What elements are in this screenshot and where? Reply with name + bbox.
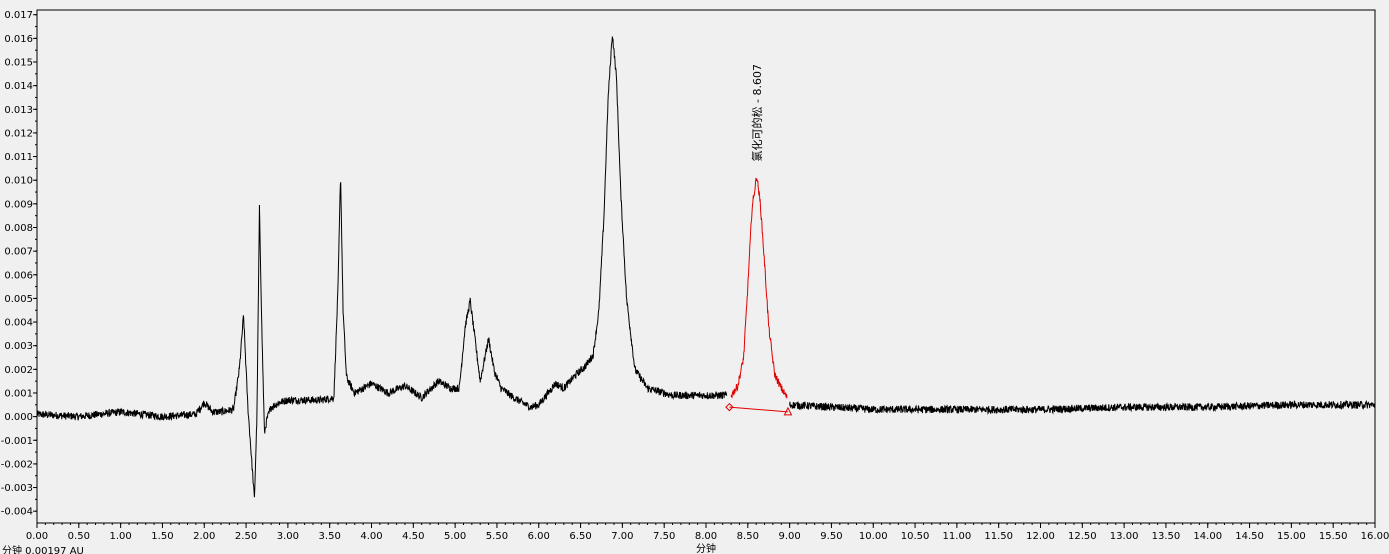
x-tick-label: 9.00 (778, 531, 800, 542)
x-tick-label: 15.00 (1277, 531, 1306, 542)
x-axis-title: 分钟 (696, 542, 716, 554)
y-tick-label: 0.008 (4, 223, 33, 234)
x-tick-label: 3.00 (277, 531, 299, 542)
x-tick-label: 14.00 (1193, 531, 1222, 542)
x-tick-label: 1.00 (109, 531, 131, 542)
x-tick-label: 0.00 (26, 531, 48, 542)
y-tick-label: 0.015 (4, 58, 33, 69)
x-tick-label: 5.50 (486, 531, 508, 542)
y-tick-label: -0.001 (1, 436, 33, 447)
y-tick-label: 0.003 (4, 341, 33, 352)
x-tick-label: 16.00 (1361, 531, 1389, 542)
y-tick-label: 0.004 (4, 318, 33, 329)
status-readout: 分钟 0.00197 AU (2, 544, 84, 554)
peak-label: 氯化可的松 - 8.607 (750, 64, 764, 161)
annotations: 氯化可的松 - 8.607 (725, 64, 793, 416)
y-tick-label: 0.001 (4, 388, 33, 399)
x-tick-label: 2.00 (193, 531, 215, 542)
x-tick-label: 13.50 (1152, 531, 1181, 542)
x-tick-label: 0.50 (68, 531, 90, 542)
x-tick-label: 10.00 (859, 531, 888, 542)
x-tick-label: 12.50 (1068, 531, 1097, 542)
x-tick-label: 4.00 (360, 531, 382, 542)
integration-baseline (729, 406, 788, 413)
x-tick-label: 14.50 (1235, 531, 1264, 542)
x-tick-label: 9.50 (820, 531, 842, 542)
y-tick-label: -0.004 (1, 507, 33, 518)
y-tick-label: 0.011 (4, 152, 33, 163)
y-axis: -0.004 -0.003 -0.002 -0.001 0.000 0.001 0.002 0… (1, 10, 37, 518)
x-tick-label: 6.50 (569, 531, 591, 542)
y-tick-label: 0.017 (4, 10, 33, 21)
x-tick-label: 11.00 (943, 531, 972, 542)
x-tick-label: 3.50 (319, 531, 341, 542)
y-tick-label: 0.016 (4, 34, 33, 45)
x-axis: 0.00 0.50 1.00 1.50 2.00 2.50 3.00 3.50 4.00 4.50… (26, 523, 1389, 542)
x-tick-label: 10.50 (901, 531, 930, 542)
x-tick-label: 15.50 (1319, 531, 1348, 542)
y-tick-label: 0.002 (4, 365, 33, 376)
traces (36, 36, 1376, 498)
y-tick-label: 0.014 (4, 81, 33, 92)
y-tick-label: 0.012 (4, 128, 33, 139)
peak-end-marker (783, 406, 793, 416)
x-tick-label: 8.50 (737, 531, 759, 542)
y-tick-label: -0.003 (1, 483, 33, 494)
plot-area (36, 9, 1376, 524)
y-tick-label: 0.010 (4, 176, 33, 187)
series-line-1 (730, 177, 788, 399)
x-tick-label: 13.00 (1110, 531, 1139, 542)
x-tick-label: 6.00 (528, 531, 550, 542)
x-tick-label: 12.00 (1026, 531, 1055, 542)
x-tick-label: 2.50 (235, 531, 257, 542)
y-tick-label: 0.007 (4, 247, 33, 258)
x-tick-label: 7.50 (653, 531, 675, 542)
x-tick-label: 7.00 (611, 531, 633, 542)
y-tick-label: 0.005 (4, 294, 33, 305)
y-tick-label: 0.009 (4, 199, 33, 210)
peak-start-marker (725, 402, 734, 412)
x-tick-label: 11.50 (984, 531, 1013, 542)
x-tick-label: 1.50 (151, 531, 173, 542)
y-tick-label: 0.013 (4, 105, 33, 116)
y-tick-label: 0.000 (4, 412, 33, 423)
series-line-2 (789, 399, 1376, 416)
x-tick-label: 5.00 (444, 531, 466, 542)
y-tick-label: 0.006 (4, 270, 33, 281)
y-tick-label: -0.002 (1, 459, 33, 470)
series-line-0 (36, 36, 728, 498)
x-tick-label: 8.00 (695, 531, 717, 542)
x-tick-label: 4.50 (402, 531, 424, 542)
